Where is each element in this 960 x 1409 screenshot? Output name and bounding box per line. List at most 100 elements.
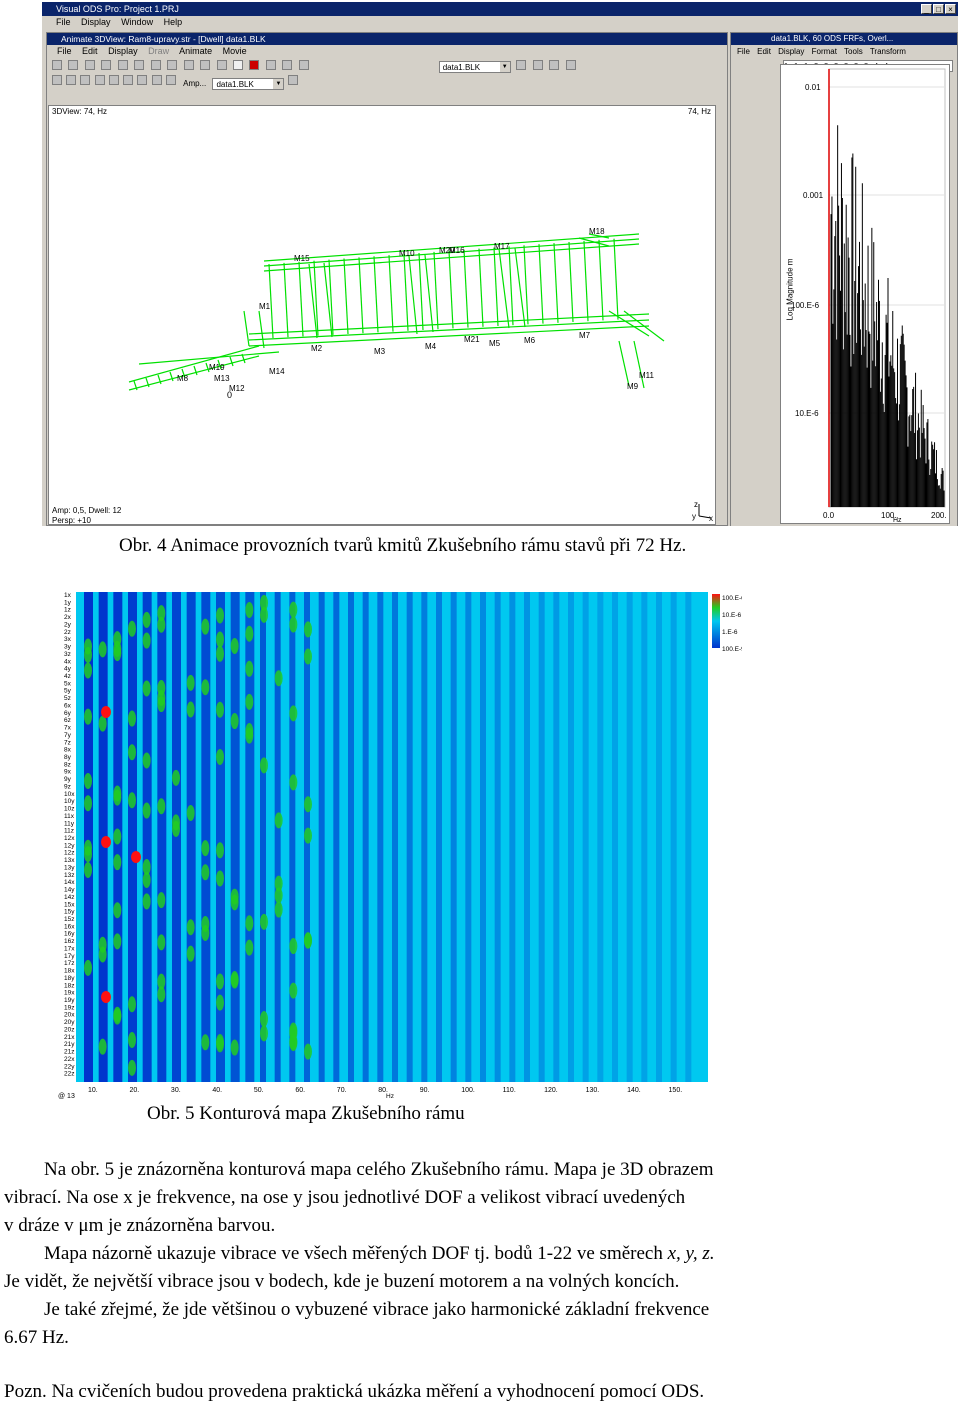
anim-menu-display[interactable]: Display bbox=[108, 46, 138, 56]
frf-menu-file[interactable]: File bbox=[737, 47, 750, 56]
contour-band bbox=[626, 592, 633, 1082]
zoom-fit-icon[interactable] bbox=[117, 60, 128, 70]
arrow-icon[interactable] bbox=[565, 60, 576, 70]
frame-hatch bbox=[358, 257, 364, 334]
pan-icon[interactable] bbox=[150, 60, 161, 70]
anim-menu-draw[interactable]: Draw bbox=[148, 46, 170, 56]
legend-label: 10.E-6 bbox=[722, 612, 742, 619]
color-icon[interactable] bbox=[151, 75, 162, 85]
contour-band bbox=[465, 592, 472, 1082]
frf-traces bbox=[830, 125, 945, 507]
step-icon[interactable] bbox=[282, 60, 293, 70]
close-button[interactable]: × bbox=[945, 4, 956, 14]
prev-icon[interactable] bbox=[516, 60, 527, 70]
contour-peak bbox=[128, 1059, 136, 1076]
frame-icon[interactable] bbox=[66, 75, 77, 85]
frame-beam bbox=[263, 233, 640, 262]
frame-hatch bbox=[493, 247, 499, 327]
dof-label: 6y bbox=[64, 710, 72, 717]
shade-icon[interactable] bbox=[94, 75, 105, 85]
cursor-icon[interactable] bbox=[549, 60, 560, 70]
menu-display[interactable]: Display bbox=[81, 17, 111, 27]
menu-file[interactable]: File bbox=[56, 17, 71, 27]
anim-menu-movie[interactable]: Movie bbox=[222, 46, 247, 56]
edit-icon[interactable] bbox=[68, 60, 79, 70]
block-select-1[interactable]: data1.BLK ▼ bbox=[438, 60, 511, 73]
frf-menu-display[interactable]: Display bbox=[778, 47, 805, 56]
frame-hatch bbox=[478, 248, 484, 327]
settings-icon[interactable] bbox=[216, 60, 227, 70]
contour-peak bbox=[245, 727, 254, 744]
next-icon[interactable] bbox=[532, 60, 543, 70]
zoom-in-icon[interactable] bbox=[84, 60, 95, 70]
contour-band bbox=[260, 592, 266, 1082]
contour-peak bbox=[157, 973, 166, 990]
dof-label: 15z bbox=[64, 916, 74, 923]
grid-icon[interactable] bbox=[137, 75, 148, 85]
point-label: M8 bbox=[177, 374, 189, 383]
point-label: M2 bbox=[311, 344, 323, 353]
contour-max bbox=[131, 851, 141, 863]
line-icon[interactable] bbox=[108, 75, 119, 85]
frf-menu-edit[interactable]: Edit bbox=[757, 47, 771, 56]
freq-tick: 70. bbox=[337, 1087, 347, 1094]
frame-beam bbox=[578, 237, 610, 247]
contour-band bbox=[538, 592, 545, 1082]
frf-plot[interactable]: 0.01 0.001 100.E-6 10.E-6 Log Magnitude … bbox=[780, 64, 950, 524]
anim-menu-edit[interactable]: Edit bbox=[82, 46, 98, 56]
contour-peak bbox=[216, 701, 224, 718]
frf-menu-transform[interactable]: Transform bbox=[869, 47, 906, 56]
freq-unit: Hz bbox=[386, 1093, 394, 1100]
contour-band bbox=[142, 592, 152, 1082]
dof-label: 22y bbox=[64, 1063, 75, 1070]
zoom-out-icon[interactable] bbox=[101, 60, 112, 70]
menu-window[interactable]: Window bbox=[121, 17, 154, 27]
frame-beam bbox=[588, 233, 610, 239]
select-icon[interactable] bbox=[52, 75, 62, 85]
axis-triad bbox=[698, 504, 712, 519]
contour-map-figure: 1x 1y 1z 2x 2y 2z 3x 3y 3z 4x 4y 4z 5x 5y 5z 6x 6y 6z 7x 7y… bbox=[52, 586, 745, 1106]
contour-peak bbox=[230, 1039, 239, 1056]
down-arrow-icon[interactable] bbox=[165, 75, 176, 85]
freq-tick: 140. bbox=[627, 1087, 641, 1094]
amp-label[interactable]: Amp... bbox=[183, 79, 207, 88]
mesh-icon[interactable] bbox=[80, 75, 91, 85]
stop-icon[interactable] bbox=[249, 60, 260, 70]
frame-hatch bbox=[133, 380, 138, 391]
contour-peak bbox=[245, 660, 254, 677]
contour-peak bbox=[274, 875, 283, 892]
contour-peak bbox=[230, 894, 239, 911]
menu-help[interactable]: Help bbox=[163, 17, 183, 27]
maximize-button[interactable]: □ bbox=[933, 4, 944, 14]
dropdown-icon[interactable] bbox=[287, 75, 298, 85]
dof-label: 1z bbox=[64, 607, 71, 614]
3d-view[interactable]: 3DView: 74, Hz 74, Hz M1 M2 M3 M4 M5 M6 M7 M8 M9… bbox=[48, 105, 716, 525]
play-icon[interactable] bbox=[232, 60, 243, 70]
contour-peak bbox=[216, 631, 224, 648]
block-select-2[interactable]: data1.BLK ▼ bbox=[212, 77, 285, 90]
loop-icon[interactable] bbox=[298, 60, 309, 70]
minimize-button[interactable]: _ bbox=[921, 4, 932, 14]
frf-menubar: File Edit Display Format Tools Transform bbox=[731, 45, 957, 58]
pointer-icon[interactable] bbox=[52, 60, 62, 70]
point-label: M20 bbox=[439, 246, 455, 255]
paragraph-1-line-3: v dráze v μm je znázorněna barvou. bbox=[4, 1215, 276, 1236]
contour-max bbox=[101, 706, 111, 718]
anim-menu-animate[interactable]: Animate bbox=[179, 46, 213, 56]
frame-beam bbox=[138, 351, 280, 365]
contour-peak bbox=[113, 789, 122, 806]
anim-menu-file[interactable]: File bbox=[57, 46, 72, 56]
record-icon[interactable] bbox=[265, 60, 276, 70]
frf-menu-tools[interactable]: Tools bbox=[844, 47, 863, 56]
palette-icon[interactable] bbox=[123, 75, 134, 85]
contour-peak bbox=[274, 670, 283, 687]
chevron-down-icon: ▼ bbox=[273, 78, 284, 89]
dof-label: 18x bbox=[64, 968, 75, 975]
dof-label: 19z bbox=[64, 1004, 74, 1011]
view-x-icon[interactable] bbox=[167, 60, 178, 70]
view-z-icon[interactable] bbox=[200, 60, 211, 70]
frame-hatch bbox=[433, 251, 439, 330]
view-y-icon[interactable] bbox=[183, 60, 194, 70]
rotate-icon[interactable] bbox=[134, 60, 145, 70]
frf-menu-format[interactable]: Format bbox=[811, 47, 837, 56]
